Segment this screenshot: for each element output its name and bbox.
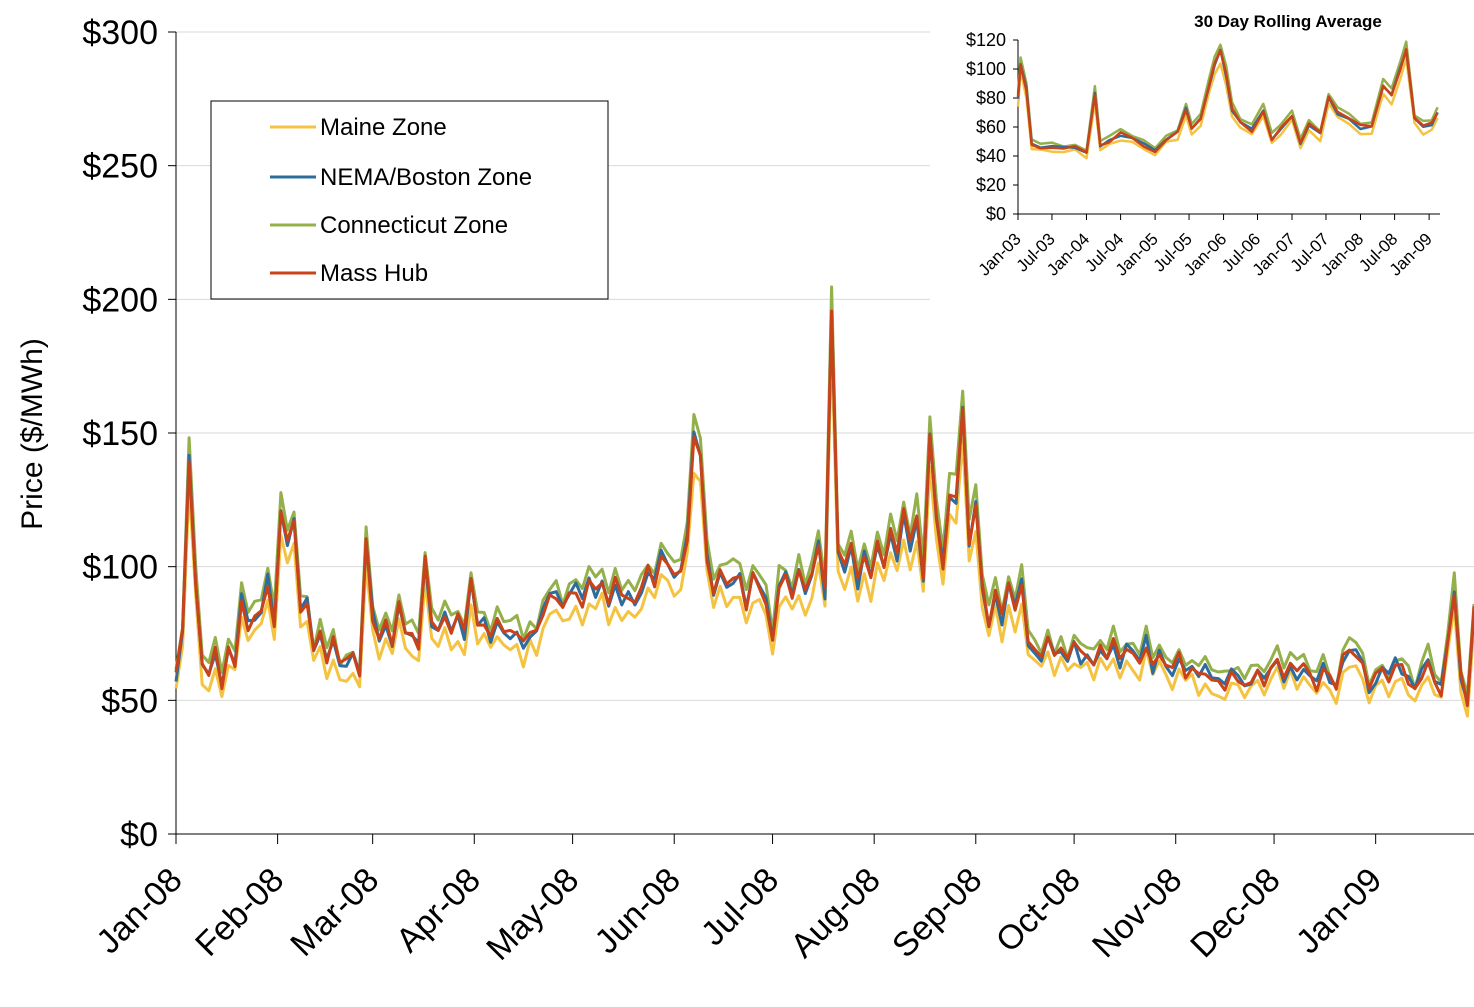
inset-series-line-maine-zone [1016, 57, 1439, 160]
legend-label-maine: Maine Zone [320, 114, 447, 141]
series-line-mass-hub [174, 309, 1474, 708]
inset-y-tick-labels: $0 $20 $40 $60 $80 $100 $120 [966, 30, 1006, 224]
legend-label-connecticut: Connecticut Zone [320, 212, 508, 239]
inset-series-line-mass-hub [1016, 48, 1439, 154]
main-x-tick-label: Oct-08 [989, 861, 1088, 960]
main-x-tick-label: Sep-08 [885, 861, 989, 965]
main-y-tick-label: $150 [82, 415, 158, 453]
main-y-tick-label: $300 [82, 14, 158, 52]
main-x-tick-label: Jan-08 [89, 861, 189, 961]
main-x-tick-label: Apr-08 [389, 861, 488, 960]
main-y-tick-label: $100 [82, 549, 158, 587]
main-y-tick-label: $250 [82, 148, 158, 186]
series-line-nema-boston-zone [174, 310, 1474, 704]
main-y-tick-label: $0 [120, 816, 158, 854]
main-axes [168, 31, 1474, 844]
inset-y-tick-label: $20 [976, 175, 1006, 195]
main-x-tick-label: May-08 [479, 861, 586, 968]
main-y-tick-label: $50 [101, 682, 158, 720]
legend-label-nema: NEMA/Boston Zone [320, 164, 532, 191]
main-x-tick-label: Feb-08 [188, 861, 291, 964]
inset-y-tick-label: $80 [976, 88, 1006, 108]
y-axis-title: Price ($/MWh) [16, 338, 49, 530]
main-x-tick-label: Jul-08 [694, 861, 786, 953]
inset-chart: 30 Day Rolling Average $0 $20 $40 $60 $80 $10… [930, 0, 1474, 318]
series-line-connecticut-zone [174, 285, 1474, 697]
inset-y-tick-label: $100 [966, 59, 1006, 79]
series-line-maine-zone [174, 341, 1474, 718]
inset-title: 30 Day Rolling Average [1194, 12, 1382, 31]
main-x-tick-label: Dec-08 [1183, 861, 1287, 965]
main-y-tick-labels: $0 $50 $100 $150 $200 $250 $300 [82, 14, 158, 854]
inset-background [930, 0, 1474, 318]
main-x-tick-label: Jan-09 [1289, 861, 1389, 961]
main-series-lines [174, 285, 1474, 718]
main-x-tick-label: Aug-08 [783, 861, 887, 965]
main-y-tick-label: $200 [82, 281, 158, 319]
main-x-tick-label: Mar-08 [283, 861, 386, 964]
inset-y-tick-label: $60 [976, 117, 1006, 137]
inset-series-lines [1016, 40, 1439, 160]
inset-y-tick-label: $120 [966, 30, 1006, 50]
inset-axes [1013, 39, 1440, 220]
main-x-tick-label: Jun-08 [587, 861, 687, 961]
legend-box [210, 100, 609, 300]
main-x-tick-label: Nov-08 [1085, 861, 1189, 965]
legend: Maine Zone NEMA/Boston Zone Connecticut … [210, 100, 609, 300]
legend-label-mass-hub: Mass Hub [320, 260, 428, 287]
inset-y-tick-label: $0 [986, 204, 1006, 224]
inset-y-tick-label: $40 [976, 146, 1006, 166]
